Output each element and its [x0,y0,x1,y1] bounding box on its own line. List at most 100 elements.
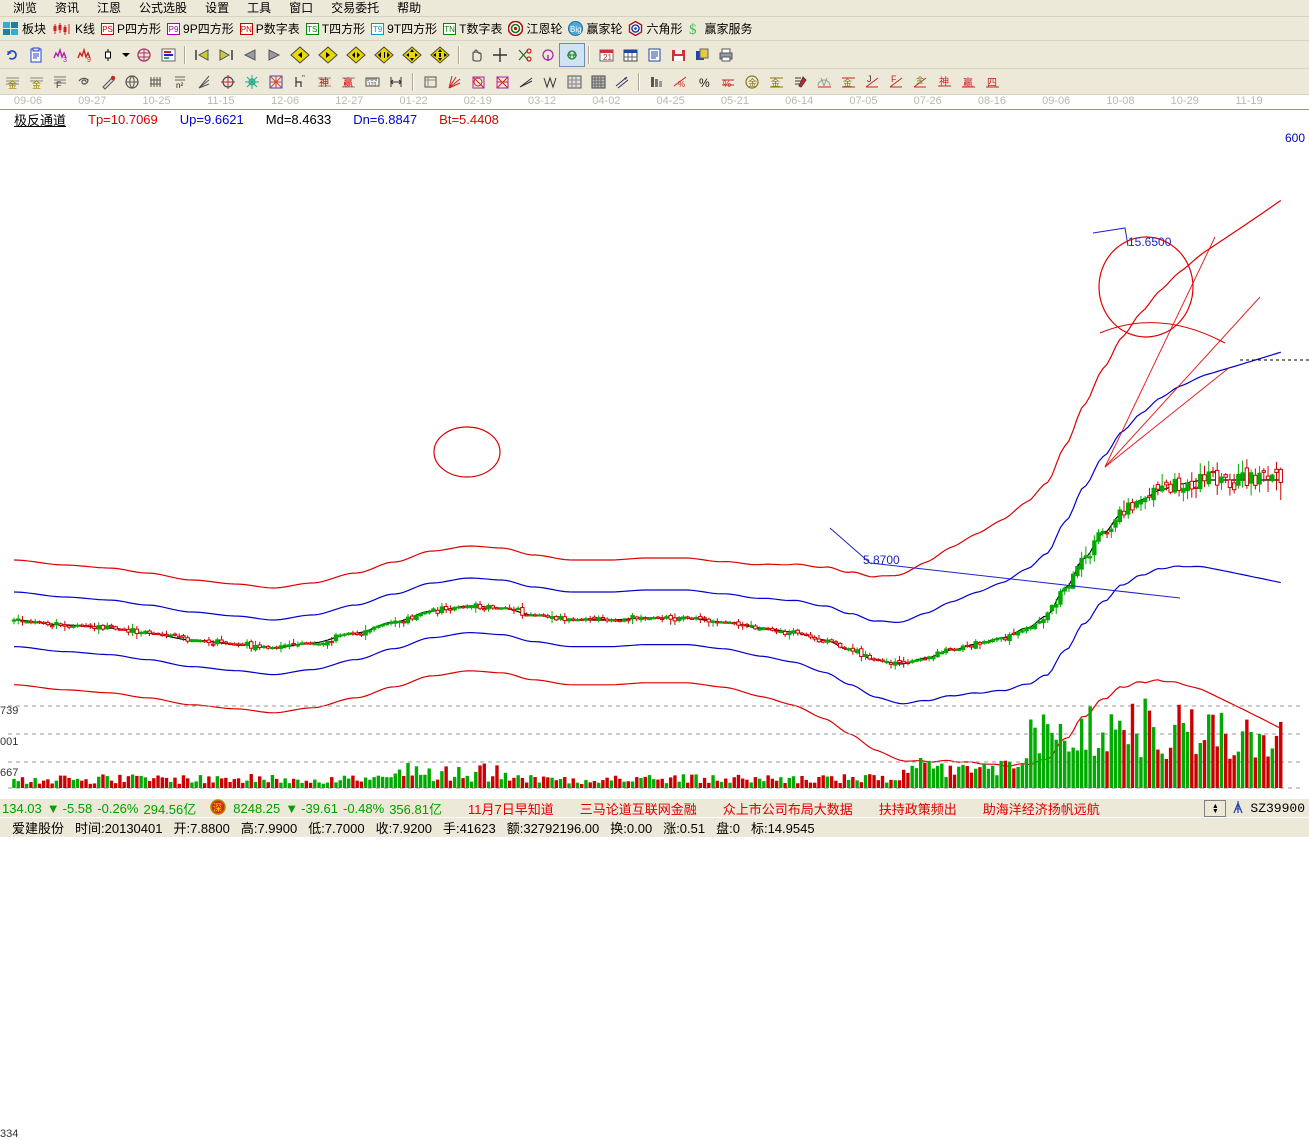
refresh-icon[interactable] [0,44,24,66]
clipboard-icon[interactable] [24,44,48,66]
si-line-icon[interactable]: 四 [980,71,1004,93]
multi-chart-3-icon[interactable]: 3 [48,44,72,66]
pen-icon[interactable] [788,71,812,93]
measure-icon[interactable] [384,71,408,93]
arrow-lines-icon[interactable] [610,71,634,93]
toolbar-kline[interactable]: K线 [49,18,98,39]
toolbar-p-number-table[interactable]: PN P数字表 [237,18,303,39]
percent-icon[interactable]: % [692,71,716,93]
toolbar-winner-service[interactable]: $ 赢家服务 [686,18,756,39]
arc-red-icon[interactable] [812,71,836,93]
toolbar-9p-square[interactable]: P9 9P四方形 [164,18,237,39]
grid-square-icon[interactable] [562,71,586,93]
menu-news[interactable]: 资讯 [55,1,80,15]
news-marquee[interactable]: 11月7日早知道 三马论道互联网金融 众上市公司布局大数据 扶持政策频出 助海洋… [442,799,1204,818]
calendar-icon[interactable]: 21 [594,44,618,66]
news-item[interactable]: 11月7日早知道 [467,802,554,817]
toolbar-t-square[interactable]: TS T四方形 [303,18,368,39]
f-line-icon[interactable]: F [884,71,908,93]
copy-icon[interactable] [690,44,714,66]
gold-line-icon[interactable]: 金 [764,71,788,93]
toolbar-t-number-table[interactable]: TN T数字表 [440,18,505,39]
scissors-icon[interactable] [512,44,536,66]
note-icon[interactable] [642,44,666,66]
dropdown-caret-icon[interactable] [120,44,132,66]
shen-line-icon[interactable]: 神 [932,71,956,93]
toolbar-p-square[interactable]: PS P四方形 [98,18,164,39]
toolbar-gann-wheel[interactable]: 江恩轮 [505,18,565,39]
zoom-expand-icon[interactable] [314,44,342,66]
news-item[interactable]: 助海洋经济扬帆远航 [982,802,1100,817]
shen-icon[interactable]: 神 [312,71,336,93]
gold-circle-icon[interactable]: 金 [740,71,764,93]
globe-icon[interactable] [120,71,144,93]
multi-chart-9-icon[interactable]: 9 [72,44,96,66]
tree-icon[interactable] [536,44,560,66]
ying-icon[interactable]: 赢 [336,71,360,93]
fan-red-icon[interactable] [442,71,466,93]
zoom-all-icon[interactable] [370,44,398,66]
percent-red-icon[interactable]: % [716,71,740,93]
menu-trade-order[interactable]: 交易委托 [331,1,380,15]
prev-icon[interactable] [238,44,262,66]
menu-tools[interactable]: 工具 [247,1,272,15]
angle-lines-icon[interactable] [192,71,216,93]
price-volume-chart[interactable] [0,128,1309,797]
crosshair-icon[interactable] [488,44,512,66]
j-line-icon[interactable]: J [860,71,884,93]
bars-icon[interactable] [644,71,668,93]
box-circle-icon[interactable] [466,71,490,93]
menu-gann[interactable]: 江恩 [97,1,122,15]
news-item[interactable]: 扶持政策频出 [878,802,957,817]
menu-browse[interactable]: 浏览 [13,1,38,15]
histogram-icon[interactable] [156,44,180,66]
menu-formula-stock-pick[interactable]: 公式选股 [139,1,188,15]
spin-control[interactable]: ▲ ▼ [1204,800,1227,817]
zoom-vertical-icon[interactable] [342,44,370,66]
spiral-icon[interactable] [72,71,96,93]
zoom-horizontal-icon[interactable] [286,44,314,66]
news-item[interactable]: 众上市公司布局大数据 [722,802,853,817]
zoom-cross-icon[interactable] [398,44,426,66]
toolbar-9t-square[interactable]: T9 9T四方形 [368,18,440,39]
menu-help[interactable]: 帮助 [397,1,422,15]
brain-icon[interactable] [559,42,585,67]
hk-icon[interactable]: " [288,71,312,93]
grid-dense-icon[interactable] [586,71,610,93]
ruler-icon[interactable]: 123 [360,71,384,93]
menu-settings[interactable]: 设置 [205,1,230,15]
last-page-icon[interactable] [214,44,238,66]
trend-line-icon[interactable] [514,71,538,93]
zigzag-icon[interactable] [538,71,562,93]
hand-tool-icon[interactable] [464,44,488,66]
ying-line-icon[interactable]: 赢 [956,71,980,93]
grid-lines-icon[interactable] [144,71,168,93]
target-icon[interactable] [216,71,240,93]
zoom-fit-icon[interactable] [426,44,454,66]
fan-f-icon[interactable]: F [48,71,72,93]
gold-angle-icon[interactable]: 金 [908,71,932,93]
candle-icon[interactable] [96,44,120,66]
toolbar-winner-wheel[interactable]: Big 赢家轮 [565,18,625,39]
toolbar-blocks[interactable]: 板块 [0,18,49,39]
square-grid-icon[interactable] [264,71,288,93]
network-icon[interactable] [132,44,156,66]
menu-window[interactable]: 窗口 [289,1,314,15]
frame-icon[interactable] [418,71,442,93]
print-icon[interactable] [714,44,738,66]
first-page-icon[interactable] [190,44,214,66]
percent-line-icon[interactable]: % [668,71,692,93]
box-diag-icon[interactable] [490,71,514,93]
chart-area[interactable]: 600 15.6500 5.8700 739 001 667 334 [0,128,1309,1140]
toolbar-hexagon[interactable]: 六角形 [625,18,685,39]
table-icon[interactable] [618,44,642,66]
n-squared-icon[interactable]: n² [168,71,192,93]
gann-gold-2-icon[interactable]: 金 [24,71,48,93]
save-icon[interactable] [666,44,690,66]
rocket-icon[interactable] [96,71,120,93]
news-item[interactable]: 三马论道互联网金融 [579,802,697,817]
next-icon[interactable] [262,44,286,66]
gann-gold-1-icon[interactable]: 金 [0,71,24,93]
star-burst-icon[interactable] [240,71,264,93]
gold-bar-icon[interactable]: 金 [836,71,860,93]
